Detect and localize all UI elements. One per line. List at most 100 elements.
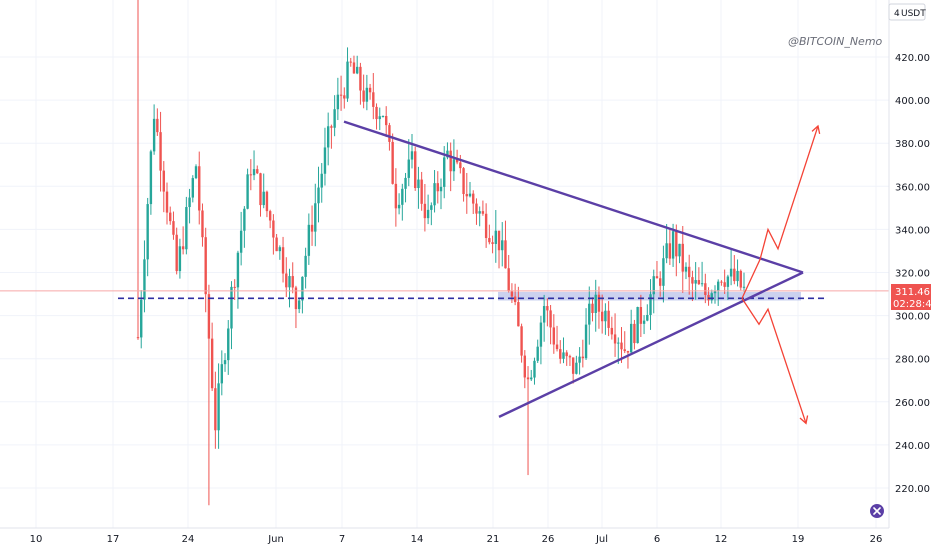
candle-body: [333, 109, 336, 128]
candle-body: [178, 246, 182, 272]
candle-body: [349, 61, 352, 63]
candle-body: [626, 351, 630, 353]
candle-body: [265, 191, 269, 212]
candle-body: [346, 61, 349, 99]
candle-body: [658, 278, 662, 286]
candle-body: [397, 204, 401, 209]
candle-body: [326, 126, 330, 148]
countdown-timer: 02:28:45: [893, 299, 932, 310]
candle-body: [352, 62, 356, 74]
candle-body: [375, 106, 378, 120]
candle-body: [359, 66, 362, 91]
candle-body: [478, 211, 481, 214]
candle-body: [717, 281, 720, 292]
candle-body: [655, 276, 659, 279]
candle-body: [317, 187, 320, 204]
time-tick-label: 7: [339, 534, 345, 545]
candle-body: [723, 282, 726, 287]
candle-body: [646, 314, 649, 321]
candle-body: [565, 352, 568, 357]
candle-body: [307, 224, 311, 256]
candle-body: [652, 276, 655, 295]
candle-body: [207, 294, 211, 339]
candle-body: [191, 178, 194, 198]
price-tick-label: 260.00: [895, 398, 930, 409]
candle-body: [268, 211, 272, 221]
candle-body: [310, 224, 314, 232]
candle-body: [604, 310, 607, 322]
candle-body: [491, 242, 494, 244]
candle-body: [633, 323, 636, 344]
candle-body: [549, 310, 552, 328]
candle-body: [568, 356, 572, 358]
close-icon[interactable]: [870, 504, 884, 518]
currency-box[interactable]: 4 USDT: [888, 3, 926, 21]
candle-body: [407, 159, 410, 178]
candle-body: [185, 207, 188, 250]
candle-body: [323, 147, 327, 174]
candle-body: [362, 90, 365, 102]
candle-body: [494, 230, 497, 244]
candle-body: [233, 286, 236, 288]
candle-body: [513, 296, 517, 303]
candle-body: [304, 255, 307, 277]
candle-body: [720, 281, 723, 283]
time-tick-label: 24: [182, 534, 195, 545]
candle-body: [140, 299, 143, 338]
candle-body: [249, 174, 253, 176]
arrowhead-up-icon: [811, 124, 821, 134]
candle-body: [523, 355, 527, 378]
candle-body: [217, 383, 220, 431]
candle-body: [681, 243, 684, 272]
candle-body: [536, 346, 539, 361]
candle-body: [136, 337, 140, 339]
candle-body: [330, 126, 333, 128]
price-tick-label: 380.00: [895, 139, 930, 150]
candle-body: [678, 243, 681, 257]
candle-body: [423, 203, 427, 219]
candle-body: [726, 276, 730, 287]
candle-body: [159, 132, 162, 171]
price-axis[interactable]: 220.00 240.00 260.00 280.00 300.00 320.00 340.…: [895, 53, 930, 495]
candle-body: [433, 183, 436, 206]
candle-body: [143, 259, 146, 300]
current-price-value: 311.46: [895, 287, 930, 298]
candle-body: [285, 273, 288, 288]
candle-body: [230, 286, 233, 329]
candle-body: [252, 169, 256, 176]
candle-body: [172, 221, 175, 235]
triangle-upper-trendline[interactable]: [343, 120, 804, 274]
candle-body: [688, 266, 691, 278]
projection-up-path[interactable]: [741, 125, 819, 299]
candle-body: [339, 94, 343, 96]
candle-body: [636, 307, 639, 344]
projection-arrows[interactable]: [741, 124, 821, 425]
candle-body: [288, 276, 291, 288]
triangle-lower-trendline[interactable]: [498, 271, 804, 418]
time-axis[interactable]: 10 17 24 Jun 7 14 21 26 Jul 6 12 19 26: [30, 534, 883, 545]
candle-body: [223, 360, 227, 365]
candle-body: [629, 323, 633, 353]
candle-body: [181, 246, 185, 250]
author-watermark: @BITCOIN_Nemo: [788, 35, 883, 48]
candle-body: [571, 357, 575, 374]
projection-down-path[interactable]: [741, 298, 807, 424]
candle-body: [417, 179, 420, 189]
candle-body: [239, 230, 243, 253]
candle-body: [559, 349, 562, 359]
candle-body: [343, 95, 346, 99]
candle-body: [481, 211, 485, 214]
candle-body: [475, 203, 478, 214]
candle-body: [694, 280, 697, 284]
candle-body: [262, 191, 265, 206]
candle-body: [278, 247, 282, 252]
candle-body: [649, 294, 652, 315]
candle-body: [675, 231, 678, 257]
price-tick-label: 280.00: [895, 355, 930, 366]
candle-body: [198, 166, 201, 211]
candle-body: [465, 194, 468, 197]
candle-body: [497, 230, 501, 251]
arrowhead-down-icon: [799, 415, 809, 425]
candle-body: [639, 307, 643, 324]
